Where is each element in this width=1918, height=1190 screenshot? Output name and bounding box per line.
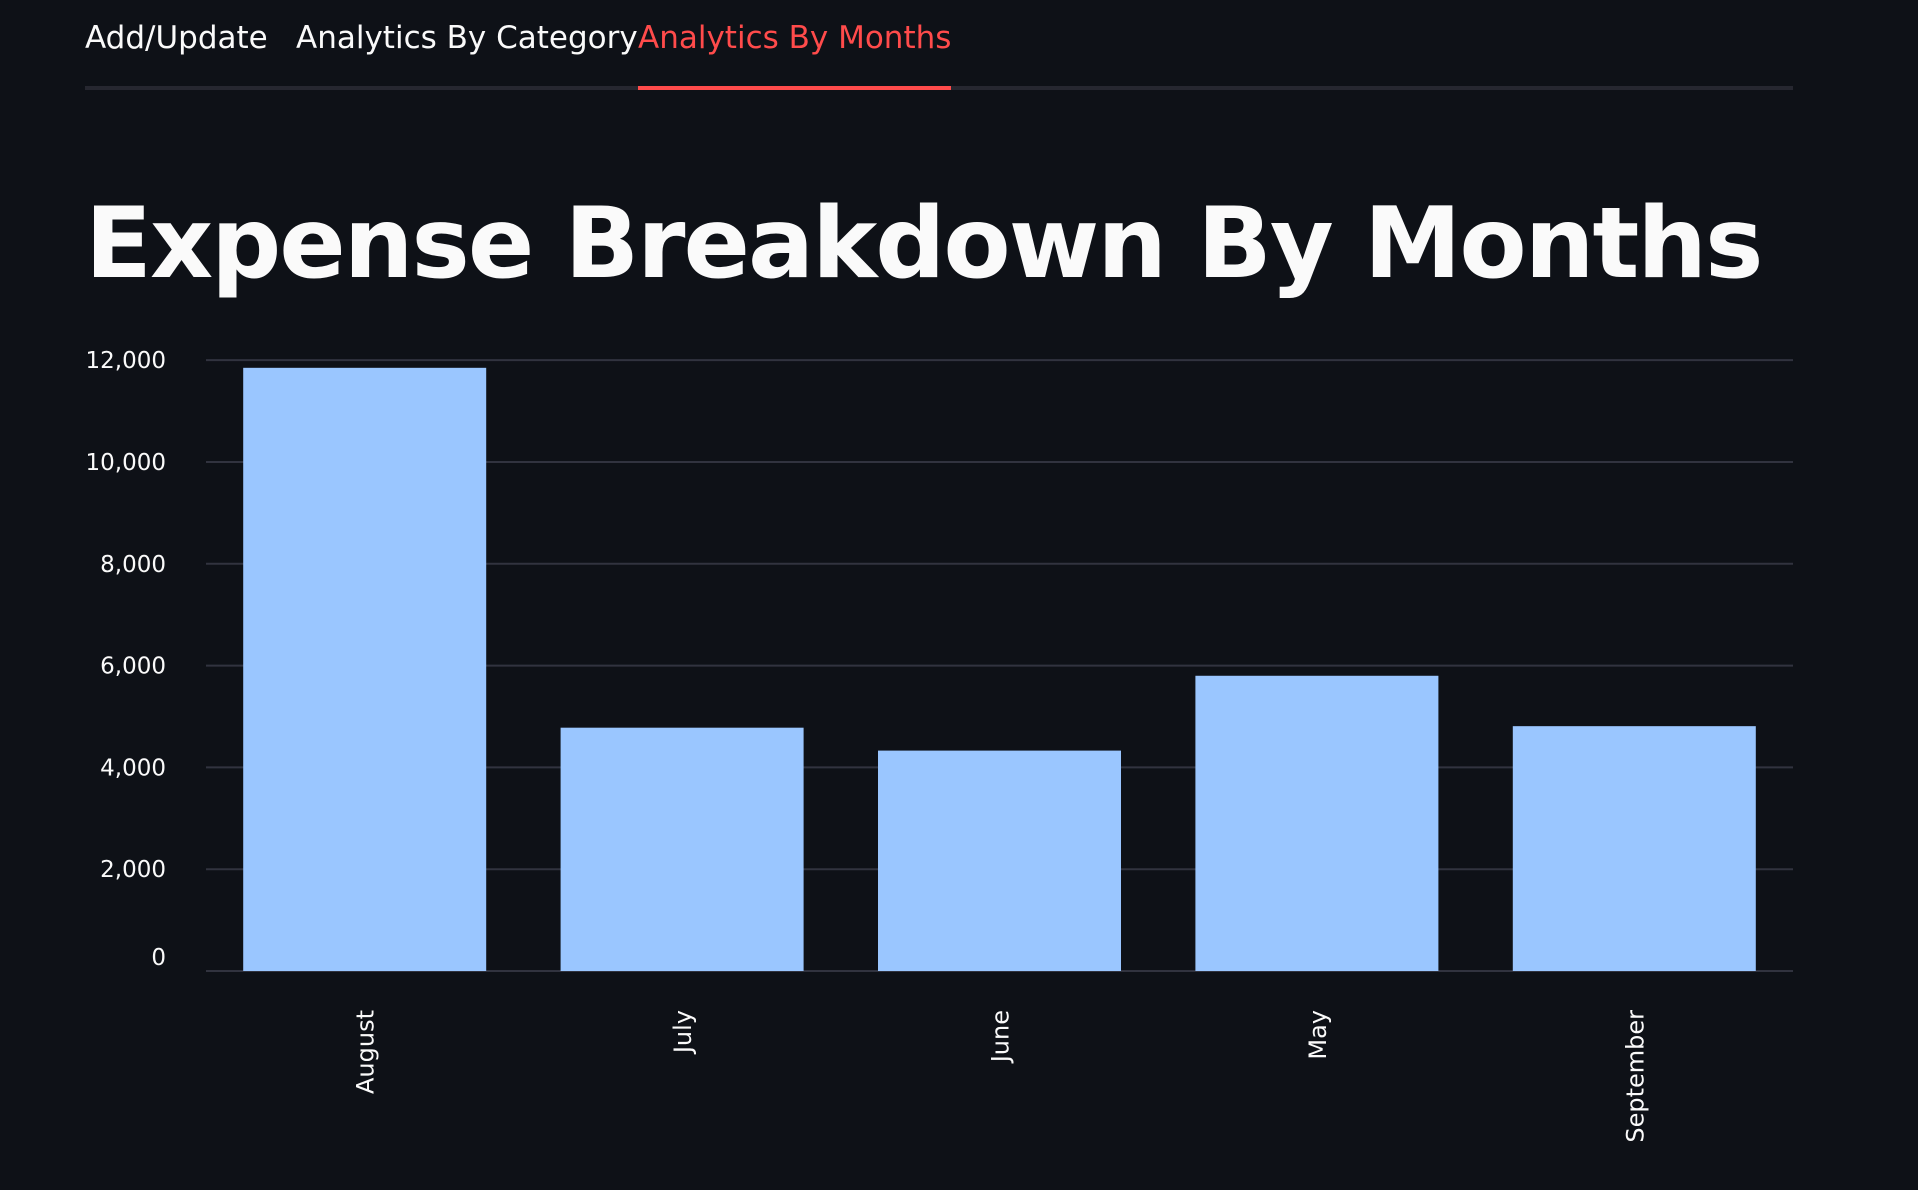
bar-september: [1512, 726, 1756, 971]
page-title: Expense Breakdown By Months: [85, 187, 1763, 301]
tab-analytics-by-category-label: Analytics By Category: [296, 20, 638, 56]
x-category-label: June: [987, 1010, 1015, 1064]
y-tick-label: 10,000: [86, 450, 166, 476]
tab-add-update-label: Add/Update: [85, 20, 268, 56]
bar-june: [878, 750, 1121, 971]
tab-add-update[interactable]: Add/Update: [85, 18, 268, 92]
x-category-label: July: [669, 1010, 697, 1055]
bar-may: [1195, 675, 1439, 971]
tab-analytics-by-months-label: Analytics By Months: [638, 20, 952, 56]
y-tick-label: 0: [151, 945, 166, 971]
y-tick-label: 12,000: [86, 348, 166, 374]
y-tick-label: 8,000: [100, 552, 166, 578]
bar-august: [243, 367, 487, 972]
active-tab-indicator: [638, 86, 952, 90]
tab-analytics-by-category[interactable]: Analytics By Category: [296, 18, 638, 92]
tab-analytics-by-months[interactable]: Analytics By Months: [638, 18, 952, 92]
x-category-label: August: [352, 1010, 380, 1094]
x-category-label: September: [1621, 1010, 1649, 1143]
tab-bar: Add/Update Analytics By Category Analyti…: [85, 0, 1793, 92]
y-tick-label: 2,000: [100, 857, 166, 883]
x-category-label: May: [1304, 1010, 1332, 1060]
y-tick-label: 4,000: [100, 755, 166, 781]
bar-july: [560, 727, 804, 971]
y-tick-label: 6,000: [100, 654, 166, 680]
